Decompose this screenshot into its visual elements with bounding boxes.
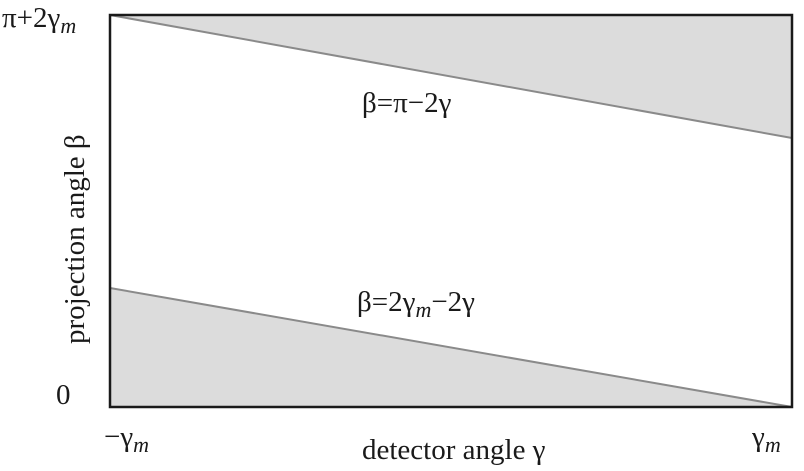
lower-line-label: β=2γm−2γ	[357, 286, 475, 322]
x-right-tick-sub: m	[765, 432, 781, 457]
lower-line-label-pre: β=2γ	[357, 286, 416, 318]
lower-line-label-post: −2γ	[431, 286, 475, 318]
x-right-tick-label: γm	[751, 421, 781, 457]
y-axis-title: projection angle β	[59, 134, 91, 344]
y-top-tick-label: π+2γm	[2, 2, 76, 38]
y-top-tick-sub: m	[60, 13, 76, 38]
lower-boundary-line	[109, 287, 793, 408]
lower-line-label-sub: m	[415, 297, 431, 322]
x-axis-title: detector angle γ	[362, 434, 546, 466]
x-left-tick-label: −γm	[104, 421, 149, 457]
upper-line-label: β=π−2γ	[362, 87, 452, 119]
x-left-tick-main: −γ	[104, 421, 133, 453]
y-bottom-tick-label: 0	[56, 379, 71, 411]
x-right-tick-main: γ	[751, 421, 765, 453]
y-top-tick-main: π+2γ	[2, 2, 60, 34]
x-left-tick-sub: m	[133, 432, 149, 457]
upper-boundary-line	[109, 14, 793, 139]
plot-frame	[108, 13, 794, 409]
